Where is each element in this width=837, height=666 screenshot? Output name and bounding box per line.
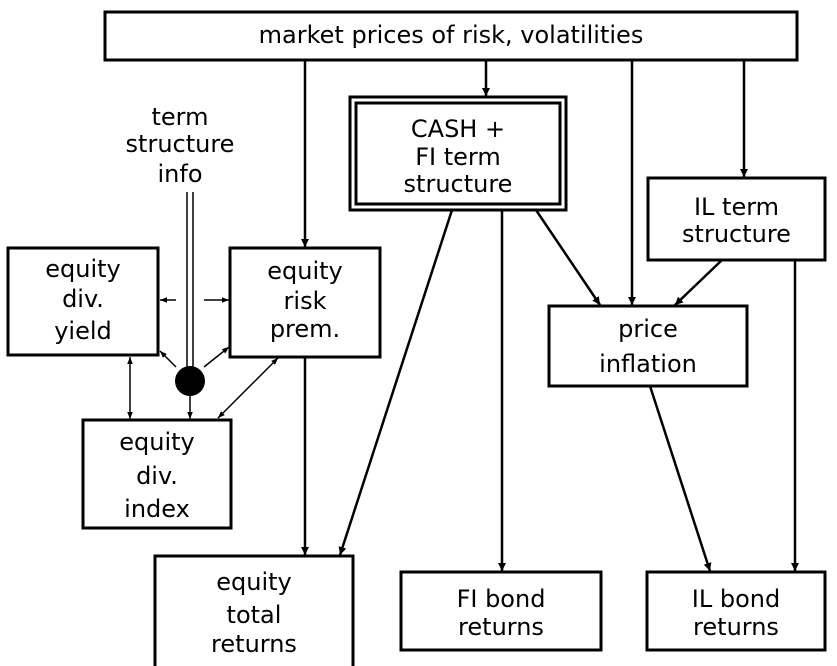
arrows: [127, 60, 799, 572]
node-box: [103, 10, 799, 62]
node-inner-box: [354, 101, 562, 206]
node-label: inflation: [599, 350, 697, 378]
node-box: [399, 570, 603, 652]
node-label: index: [124, 495, 190, 523]
node-label: returns: [211, 630, 297, 658]
node-label: structure: [126, 130, 235, 158]
arrow: [674, 259, 723, 306]
node-label: equity: [45, 255, 121, 283]
node-label: returns: [458, 613, 544, 641]
node-label: term: [152, 103, 209, 131]
node-label: price: [618, 315, 678, 343]
arrow: [203, 346, 230, 368]
node-box: [645, 570, 827, 652]
node-label: IL bond: [692, 585, 780, 613]
node-label: IL term: [694, 193, 779, 221]
node-label: returns: [693, 613, 779, 641]
node-box: [646, 176, 827, 262]
node-label: div.: [136, 462, 178, 490]
node-box: [547, 304, 749, 388]
node-label: div.: [62, 285, 104, 313]
node-label: FI bond: [457, 585, 546, 613]
node-label: market prices of risk, volatilities: [259, 21, 644, 49]
node-label: info: [157, 160, 202, 188]
node-label: structure: [404, 170, 513, 198]
arrow: [159, 350, 177, 368]
nodes: market prices of risk, volatilities CASH …: [6, 10, 827, 666]
arrow: [534, 209, 602, 306]
node-label: CASH +: [411, 115, 505, 143]
node-label: FI term: [415, 143, 501, 171]
node-box: [6, 246, 160, 357]
node-label: equity: [119, 428, 195, 456]
node-label: yield: [54, 317, 112, 345]
node-label: equity: [216, 568, 292, 596]
node-label: risk: [284, 287, 327, 315]
node-label: structure: [682, 220, 791, 248]
node-box: [81, 418, 233, 530]
node-box: [228, 246, 382, 359]
node-label: total: [227, 601, 282, 629]
node-box: [153, 554, 355, 666]
arrow: [648, 385, 712, 572]
node-label: prem.: [270, 315, 340, 343]
arrow: [217, 357, 279, 419]
junction-dot: [175, 366, 205, 396]
arrow: [338, 209, 454, 556]
node-label: equity: [267, 257, 343, 285]
